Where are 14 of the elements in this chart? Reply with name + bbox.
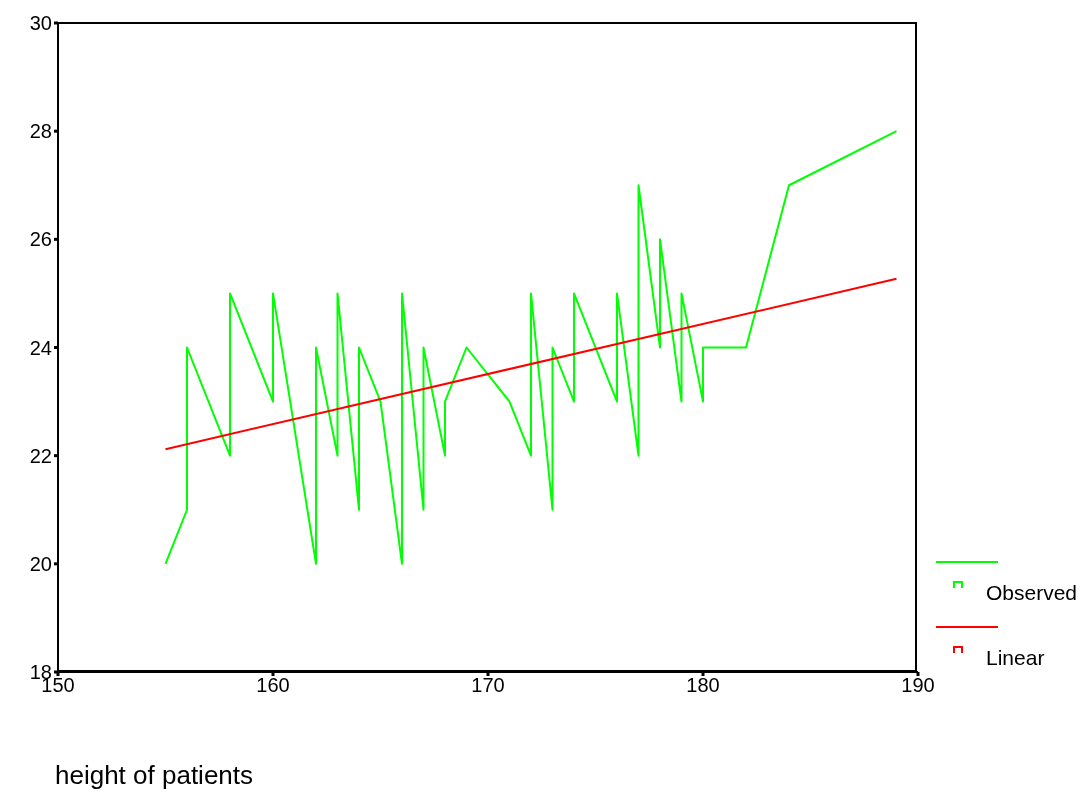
y-tick-label: 24 [29,336,52,359]
legend-label: Observed [986,581,1078,605]
y-tick-label: 26 [29,228,52,251]
x-tick-label: 180 [686,674,720,697]
x-tick-label: 160 [256,674,290,697]
y-tick-label: 20 [29,552,52,575]
y-tick-label: 22 [29,444,52,467]
legend-label: Linear [986,646,1045,670]
y-tick-label: 28 [29,120,52,143]
x-tick-label: 170 [471,674,505,697]
x-tick-label: 190 [901,674,935,697]
y-tick-label: 30 [29,12,52,35]
line-series [164,130,898,565]
x-axis-title: height of patients [55,760,254,791]
